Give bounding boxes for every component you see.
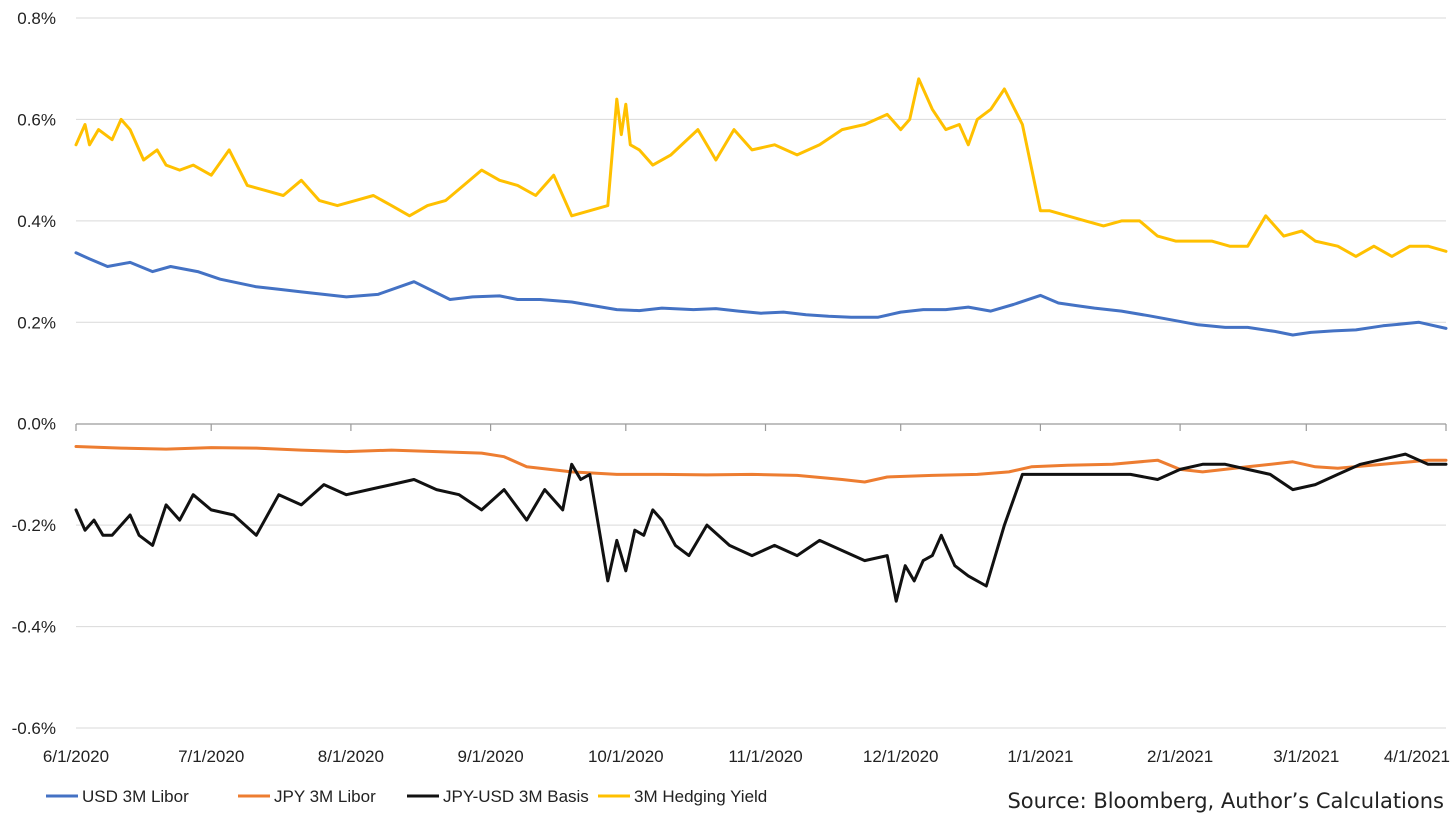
y-tick-label: -0.2% xyxy=(12,516,56,535)
x-tick-label: 8/1/2020 xyxy=(318,747,384,766)
y-tick-label: 0.8% xyxy=(17,9,56,28)
x-tick-label: 9/1/2020 xyxy=(458,747,524,766)
y-tick-label: 0.0% xyxy=(17,415,56,434)
x-axis: 6/1/2020 7/1/2020 8/1/2020 9/1/2020 10/1/202… xyxy=(43,423,1450,766)
legend-label-jpy-3m-libor: JPY 3M Libor xyxy=(274,787,376,806)
legend-label-3m-hedging-yield: 3M Hedging Yield xyxy=(634,787,767,806)
y-tick-label: 0.6% xyxy=(17,110,56,129)
legend: USD 3M Libor JPY 3M Libor JPY-USD 3M Basis… xyxy=(46,787,767,806)
series-line-jpy-3m-libor xyxy=(74,445,1448,484)
y-tick-label: 0.2% xyxy=(17,313,56,332)
legend-label-usd-3m-libor: USD 3M Libor xyxy=(82,787,189,806)
series-layer xyxy=(74,77,1448,603)
grid-layer xyxy=(76,17,1446,729)
series-line-usd-3m-libor xyxy=(74,251,1448,337)
x-tick-label: 7/1/2020 xyxy=(178,747,244,766)
y-tick-label: -0.4% xyxy=(12,618,56,637)
y-axis-ticks: 0.8% 0.6% 0.4% 0.2% 0.0% -0.2% -0.4% -0.6% xyxy=(12,9,56,738)
series-line-3m-hedging-yield xyxy=(74,77,1448,258)
x-tick-label: 11/1/2020 xyxy=(728,747,802,766)
x-tick-label: 4/1/2021 xyxy=(1384,747,1450,766)
x-tick-label: 12/1/2020 xyxy=(863,747,939,766)
x-tick-label: 6/1/2020 xyxy=(43,747,109,766)
y-tick-label: -0.6% xyxy=(12,719,56,738)
series-line-jpy-usd-3m-basis xyxy=(74,452,1448,603)
x-tick-label: 1/1/2021 xyxy=(1007,747,1073,766)
source-note: Source: Bloomberg, Author’s Calculations xyxy=(1007,789,1444,813)
x-tick-label: 3/1/2021 xyxy=(1273,747,1339,766)
y-tick-label: 0.4% xyxy=(17,212,56,231)
x-tick-label: 10/1/2020 xyxy=(588,747,664,766)
x-tick-label: 2/1/2021 xyxy=(1147,747,1213,766)
legend-label-jpy-usd-3m-basis: JPY-USD 3M Basis xyxy=(443,787,589,806)
